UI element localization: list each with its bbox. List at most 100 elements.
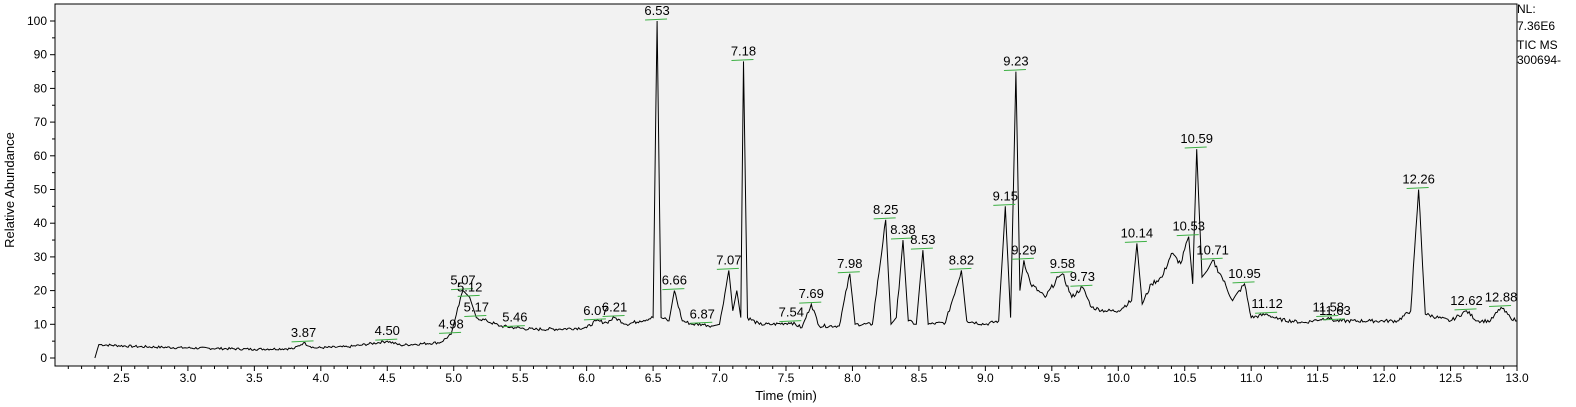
x-tick-label: 9.0: [977, 371, 994, 385]
y-tick-label: 80: [34, 81, 48, 95]
peak-label: 10.71: [1196, 242, 1229, 257]
peak-marker: [690, 321, 713, 324]
x-tick-label: 5.5: [512, 371, 529, 385]
x-tick-label: 12.5: [1439, 371, 1463, 385]
x-tick-label: 3.0: [180, 371, 197, 385]
peak-marker: [1124, 240, 1147, 243]
peak-marker: [910, 247, 933, 250]
y-tick-label: 50: [34, 183, 48, 197]
peak-marker: [1454, 308, 1477, 311]
y-tick-label: 60: [34, 149, 48, 163]
peak-label: 6.53: [644, 3, 669, 18]
peak-marker: [464, 315, 487, 318]
x-tick-label: 7.0: [711, 371, 728, 385]
y-tick-label: 20: [34, 284, 48, 298]
peak-label: 10.53: [1172, 219, 1205, 234]
sample-name: 300694-: [1517, 53, 1562, 67]
peak-marker: [291, 340, 314, 343]
peak-marker: [583, 318, 606, 321]
peak-marker: [1255, 311, 1278, 314]
x-tick-label: 10.5: [1173, 371, 1197, 385]
plot-background: [54, 3, 1518, 367]
peak-marker: [873, 217, 896, 220]
peak-label: 7.18: [731, 43, 756, 58]
y-axis-title: Relative Abundance: [2, 132, 17, 248]
y-tick-label: 30: [34, 250, 48, 264]
peak-marker: [1489, 304, 1512, 307]
peak-marker: [457, 294, 480, 297]
x-tick-label: 11.5: [1306, 371, 1329, 385]
peak-label: 7.69: [799, 286, 824, 301]
x-tick-label: 13.0: [1505, 371, 1529, 385]
nl-label: NL:: [1517, 2, 1536, 16]
x-tick-label: 11.0: [1240, 371, 1263, 385]
peak-label: 6.66: [662, 273, 687, 288]
tic-line: [94, 20, 1518, 359]
x-tick-label: 12.0: [1372, 371, 1396, 385]
peak-marker: [1050, 271, 1073, 274]
peak-marker: [1322, 318, 1345, 321]
x-axis: 2.5 3.0 3.5 4.0 4.5 5.0 5.5 6.0 6.5 7.0 7.5 8.0 8.5 9…: [67, 366, 1529, 385]
peak-label: 6.21: [602, 300, 627, 315]
peak-label: 6.87: [690, 306, 715, 321]
peak-label: 8.53: [910, 232, 935, 247]
peak-marker: [949, 267, 972, 270]
x-axis-title: Time (min): [755, 388, 817, 403]
peak-label: 11.58: [1312, 300, 1344, 315]
y-axis: 0 10 20 30 40 50 60 70 80 90 100: [27, 14, 55, 365]
peak-label: 9.29: [1011, 242, 1036, 257]
peak-label: 12.62: [1450, 293, 1483, 308]
peak-labels: 3.87 4.50 4.98 5.075.12 5.17 5.46 6.076.21 6.53…: [291, 3, 1518, 343]
peak-label: 7.98: [837, 256, 862, 271]
peak-marker: [1011, 257, 1034, 260]
peak-marker: [375, 338, 398, 341]
peak-label: 6.07: [583, 303, 608, 318]
x-tick-label: 8.5: [911, 371, 928, 385]
peak-label: 11.12: [1251, 296, 1283, 311]
peak-label: 12.88: [1485, 289, 1518, 304]
peak-marker: [602, 315, 625, 318]
peak-marker: [716, 267, 739, 270]
peak-label: 4.50: [375, 323, 400, 338]
peak-marker: [451, 288, 474, 291]
peak-label: 9.58: [1050, 256, 1075, 271]
peak-label: 11.63: [1319, 303, 1351, 318]
x-tick-label: 4.5: [379, 371, 396, 385]
x-tick-label: 6.5: [645, 371, 662, 385]
peak-label: 10.14: [1121, 225, 1154, 240]
peak-marker: [1070, 284, 1093, 287]
peak-marker: [837, 271, 860, 274]
x-tick-label: 10.0: [1107, 371, 1131, 385]
y-tick-label: 10: [34, 317, 48, 331]
peak-label: 5.12: [457, 279, 482, 294]
y-tick-label: 40: [34, 216, 48, 230]
x-tick-label: 2.5: [113, 371, 130, 385]
peak-label: 5.07: [450, 273, 475, 288]
peak-label: 5.17: [464, 300, 489, 315]
peak-label: 3.87: [291, 325, 316, 340]
peak-label: 8.38: [890, 222, 915, 237]
x-tick-label: 5.0: [445, 371, 462, 385]
scan-filter: TIC MS: [1517, 38, 1558, 52]
peak-label: 9.73: [1070, 269, 1095, 284]
peak-marker: [662, 288, 685, 291]
peak-marker: [1200, 257, 1223, 260]
peak-label: 10.95: [1228, 266, 1261, 281]
peak-label: 7.54: [779, 305, 804, 320]
peak-marker: [731, 58, 754, 61]
x-tick-label: 6.0: [578, 371, 595, 385]
x-tick-label: 7.5: [778, 371, 795, 385]
peak-label: 5.46: [502, 310, 527, 325]
peak-label: 12.26: [1402, 172, 1435, 187]
nl-value: 7.36E6: [1517, 19, 1556, 33]
peak-marker: [645, 18, 668, 21]
peak-marker: [502, 325, 525, 328]
x-tick-label: 3.5: [246, 371, 263, 385]
peak-label: 7.07: [716, 252, 741, 267]
peak-marker: [779, 320, 802, 323]
peak-marker: [890, 237, 913, 240]
y-tick-label: 90: [34, 48, 48, 62]
peak-label: 9.15: [993, 188, 1018, 203]
peak-label: 8.82: [949, 252, 974, 267]
x-tick-label: 4.0: [312, 371, 329, 385]
